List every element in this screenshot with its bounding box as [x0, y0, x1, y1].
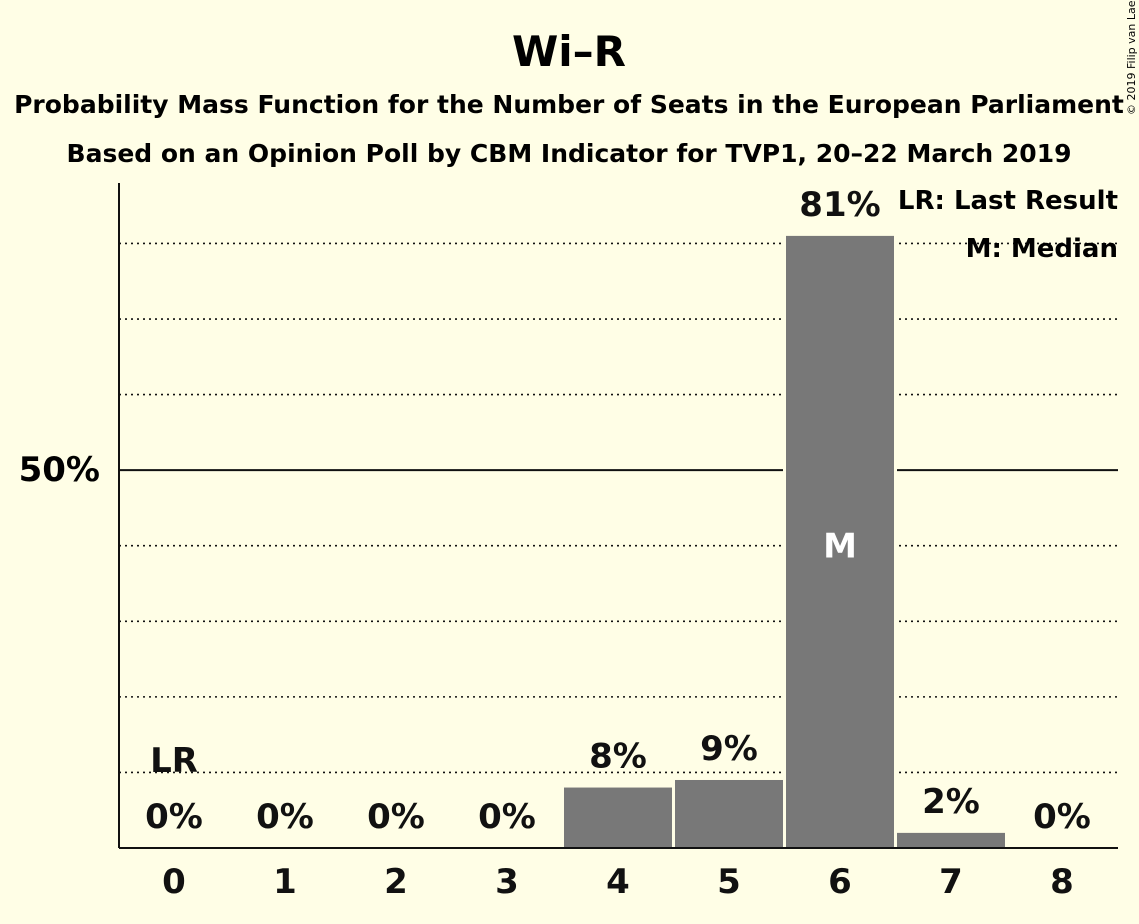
bar-value-label-3: 0%	[478, 797, 536, 837]
y-tick-label-50: 50%	[19, 450, 100, 490]
label-layer: 0% 0 0% 1 0% 2 0% 3 8% 4 9% 5 81% 6 2% 7 0% 8 M LR	[118, 183, 1118, 902]
bar-value-label-6: 81%	[799, 185, 880, 225]
x-tick-label-0: 0	[162, 862, 186, 902]
copyright-text: © 2019 Filip van Laenen	[1125, 0, 1138, 115]
x-tick-label-3: 3	[495, 862, 519, 902]
x-tick-label-5: 5	[717, 862, 741, 902]
x-tick-label-7: 7	[939, 862, 963, 902]
bar-value-label-7: 2%	[922, 782, 980, 822]
bar-value-label-8: 0%	[1033, 797, 1091, 837]
grid-layer	[119, 242, 1118, 774]
median-marker: M	[823, 527, 857, 567]
chart-subtitle-2: Based on an Opinion Poll by CBM Indicato…	[67, 139, 1072, 168]
bar-7	[897, 832, 1005, 848]
chart-subtitle-1: Probability Mass Function for the Number…	[14, 90, 1124, 119]
x-tick-label-1: 1	[273, 862, 297, 902]
legend-last-result: LR: Last Result	[898, 186, 1118, 216]
last-result-marker: LR	[150, 741, 198, 781]
bar-5	[675, 779, 783, 848]
bar-value-label-4: 8%	[589, 737, 647, 777]
x-tick-label-6: 6	[828, 862, 852, 902]
chart-title: Wi–R	[512, 27, 626, 76]
bar-6	[786, 235, 894, 849]
bar-value-label-5: 9%	[700, 729, 758, 769]
bar-layer	[561, 232, 1008, 849]
bar-value-label-2: 0%	[367, 797, 425, 837]
legend-median: M: Median	[966, 234, 1118, 264]
x-tick-label-2: 2	[384, 862, 408, 902]
x-tick-label-8: 8	[1050, 862, 1074, 902]
bar-value-label-0: 0%	[145, 797, 203, 837]
x-tick-label-4: 4	[606, 862, 630, 902]
bar-value-label-1: 0%	[256, 797, 314, 837]
bar-4	[564, 787, 672, 848]
